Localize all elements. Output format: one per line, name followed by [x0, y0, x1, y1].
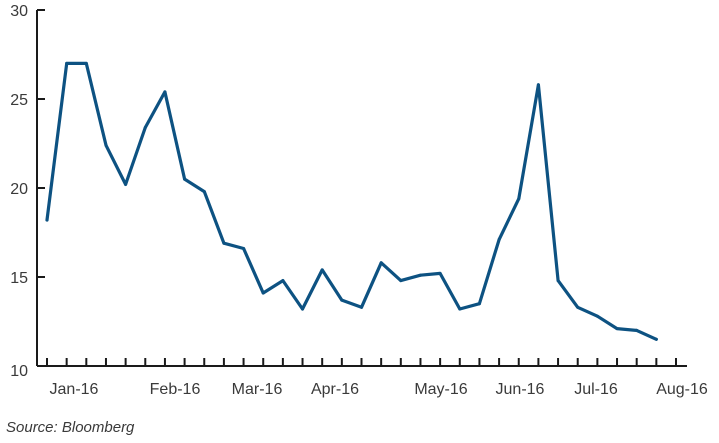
data-point: [477, 302, 481, 306]
y-tick-label: 15: [10, 270, 28, 287]
y-tick-label: 10: [10, 363, 28, 380]
data-point: [261, 291, 265, 295]
y-tick-label: 25: [10, 92, 28, 109]
data-point: [360, 305, 363, 309]
x-tick-label: May-16: [414, 381, 467, 398]
data-point: [84, 61, 88, 65]
y-tick-label: 30: [10, 3, 28, 20]
x-tick-label: Feb-16: [150, 381, 201, 398]
x-tick-label: Aug-16: [656, 381, 708, 398]
y-tick-label: 20: [10, 181, 28, 198]
data-point: [143, 126, 147, 129]
x-tick-label: Jan-16: [50, 381, 99, 398]
data-point: [104, 143, 108, 147]
data-point: [595, 314, 599, 318]
data-point: [45, 218, 49, 222]
data-point: [124, 182, 128, 186]
data-point: [202, 190, 206, 194]
data-point: [242, 247, 246, 250]
data-point: [654, 337, 658, 341]
data-point: [635, 328, 639, 332]
data-point: [163, 90, 167, 94]
x-tick-label: Jul-16: [574, 381, 618, 398]
data-point: [183, 177, 187, 181]
data-point: [615, 327, 619, 331]
x-tick-label: Apr-16: [311, 381, 359, 398]
data-point: [419, 273, 422, 277]
series-line: [45, 61, 658, 341]
x-tick-label: Mar-16: [232, 381, 283, 398]
data-point: [517, 197, 521, 201]
source-note: Source: Bloomberg: [6, 419, 135, 436]
data-point: [399, 279, 403, 283]
data-point: [379, 261, 383, 265]
data-point: [458, 307, 462, 311]
data-point: [497, 238, 501, 242]
data-point: [576, 305, 580, 309]
data-point: [301, 307, 304, 311]
data-point: [340, 298, 344, 302]
data-point: [281, 279, 285, 283]
data-point: [556, 279, 560, 283]
data-point: [222, 241, 226, 245]
data-point: [65, 61, 69, 65]
x-tick-label: Jun-16: [496, 381, 545, 398]
data-point: [320, 268, 324, 272]
data-point: [536, 83, 540, 87]
data-point: [438, 271, 442, 275]
